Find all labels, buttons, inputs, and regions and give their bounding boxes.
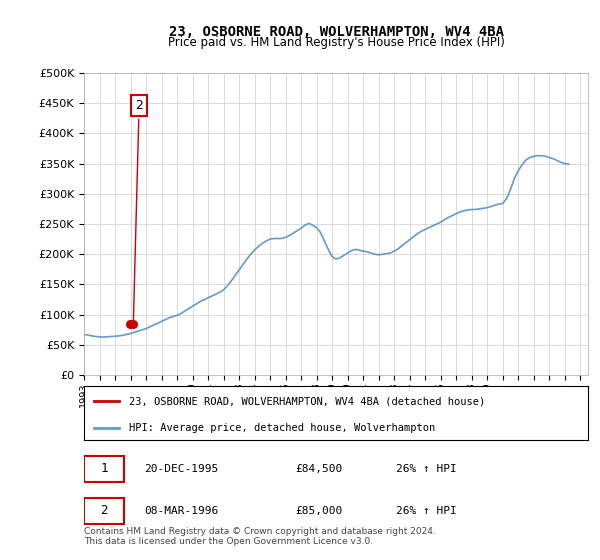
Text: 1: 1 [100,463,108,475]
Text: £84,500: £84,500 [296,464,343,474]
Text: £85,000: £85,000 [296,506,343,516]
Point [125,320,135,329]
Text: 20-DEC-1995: 20-DEC-1995 [145,464,219,474]
Text: 2: 2 [133,99,143,321]
Point [128,319,138,328]
Text: 23, OSBORNE ROAD, WOLVERHAMPTON, WV4 4BA (detached house): 23, OSBORNE ROAD, WOLVERHAMPTON, WV4 4BA… [130,396,485,407]
Text: 08-MAR-1996: 08-MAR-1996 [145,506,219,516]
FancyBboxPatch shape [84,456,124,482]
Text: 26% ↑ HPI: 26% ↑ HPI [397,464,457,474]
Text: HPI: Average price, detached house, Wolverhampton: HPI: Average price, detached house, Wolv… [130,423,436,433]
Text: Price paid vs. HM Land Registry's House Price Index (HPI): Price paid vs. HM Land Registry's House … [167,36,505,49]
FancyBboxPatch shape [84,498,124,524]
Text: Contains HM Land Registry data © Crown copyright and database right 2024.
This d: Contains HM Land Registry data © Crown c… [84,526,436,546]
Text: 23, OSBORNE ROAD, WOLVERHAMPTON, WV4 4BA: 23, OSBORNE ROAD, WOLVERHAMPTON, WV4 4BA [169,25,503,39]
Text: 26% ↑ HPI: 26% ↑ HPI [397,506,457,516]
Text: 2: 2 [100,505,108,517]
